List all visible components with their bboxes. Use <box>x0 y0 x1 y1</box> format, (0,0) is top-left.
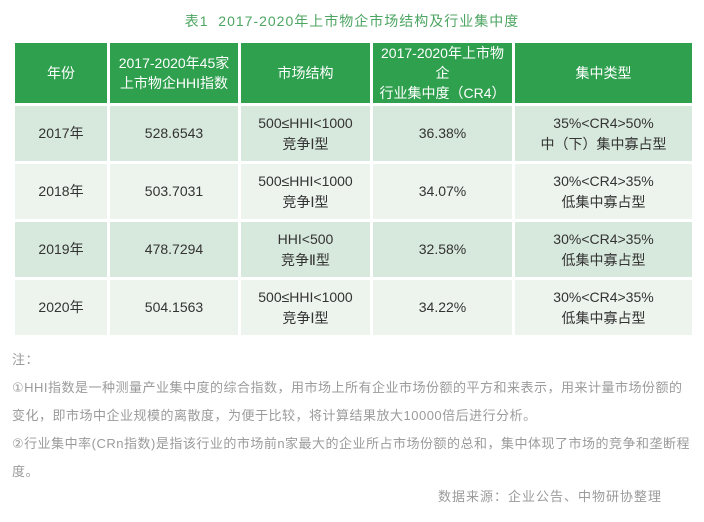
hhi-cell: 504.1563 <box>107 277 241 338</box>
header-row: 年份 2017-2020年45家 上市物企HHI指数 市场结构 2017-202… <box>12 40 695 106</box>
structure-cell: HHI<500 竞争Ⅱ型 <box>238 219 373 280</box>
col-header-year: 年份 <box>12 40 110 106</box>
year-cell: 2017年 <box>12 103 110 164</box>
hhi-cell: 503.7031 <box>107 161 241 222</box>
table-row: 2020年 504.1563 500≤HHI<1000 竞争Ⅰ型 34.22% … <box>12 277 695 338</box>
col-header-type: 集中类型 <box>512 40 695 106</box>
table-title: 表1 2017-2020年上市物企市场结构及行业集中度 <box>184 13 520 29</box>
footnotes: 注： ①HHI指数是一种测量产业集中度的综合指数，用市场上所有企业市场份额的平方… <box>12 346 692 486</box>
note-item-crn: ②行业集中率(CRn指数)是指该行业的市场前n家最大的企业所占市场份额的总和，集… <box>12 436 691 479</box>
year-cell: 2018年 <box>12 161 110 222</box>
col-header-cr4: 2017-2020年上市物企 行业集中度（CR4） <box>370 40 515 106</box>
type-cell: 35%<CR4>50% 中（下）集中寡占型 <box>512 103 695 164</box>
data-source: 数据来源：企业公告、中物研协整理 <box>437 489 662 504</box>
structure-cell: 500≤HHI<1000 竞争Ⅰ型 <box>238 277 373 338</box>
cr4-cell: 32.58% <box>370 219 515 280</box>
hhi-cell: 528.6543 <box>107 103 241 164</box>
table-row: 2018年 503.7031 500≤HHI<1000 竞争Ⅰ型 34.07% … <box>12 161 695 222</box>
structure-cell: 500≤HHI<1000 竞争Ⅰ型 <box>238 103 373 164</box>
col-header-hhi: 2017-2020年45家 上市物企HHI指数 <box>107 40 241 106</box>
note-item-hhi: ①HHI指数是一种测量产业集中度的综合指数，用市场上所有企业市场份额的平方和来表… <box>12 380 683 423</box>
type-cell: 30%<CR4>35% 低集中寡占型 <box>512 219 695 280</box>
cr4-cell: 34.22% <box>370 277 515 338</box>
type-cell: 30%<CR4>35% 低集中寡占型 <box>512 277 695 338</box>
col-header-structure: 市场结构 <box>238 40 373 106</box>
table-row: 2019年 478.7294 HHI<500 竞争Ⅱ型 32.58% 30%<C… <box>12 219 695 280</box>
hhi-cell: 478.7294 <box>107 219 241 280</box>
cr4-cell: 34.07% <box>370 161 515 222</box>
year-cell: 2019年 <box>12 219 110 280</box>
structure-cell: 500≤HHI<1000 竞争Ⅰ型 <box>238 161 373 222</box>
note-label: 注： <box>12 352 40 367</box>
year-cell: 2020年 <box>12 277 110 338</box>
type-cell: 30%<CR4>35% 低集中寡占型 <box>512 161 695 222</box>
table-row: 2017年 528.6543 500≤HHI<1000 竞争Ⅰ型 36.38% … <box>12 103 695 164</box>
cr4-cell: 36.38% <box>370 103 515 164</box>
market-concentration-table: 年份 2017-2020年45家 上市物企HHI指数 市场结构 2017-202… <box>12 40 695 338</box>
